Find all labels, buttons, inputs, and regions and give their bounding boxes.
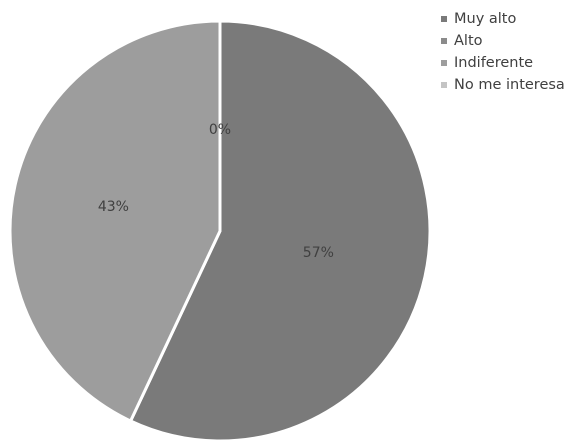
legend-item-muy-alto: Muy alto (441, 8, 565, 30)
legend-label: Muy alto (454, 11, 517, 27)
legend-label: Alto (454, 33, 483, 49)
legend-item-no-me-interesa: No me interesa (441, 74, 565, 96)
legend-item-alto: Alto (441, 30, 565, 52)
legend-swatch (441, 82, 447, 88)
legend-swatch (441, 38, 447, 44)
pie-slice-muy-alto (129, 19, 432, 441)
legend-label: No me interesa (454, 77, 565, 93)
legend-swatch (441, 60, 447, 66)
legend-swatch (441, 16, 447, 22)
data-label-indiferente: 43% (98, 199, 129, 215)
legend-label: Indiferente (454, 55, 534, 71)
data-label-alto: 0% (209, 122, 231, 138)
data-label-muy-alto: 57% (303, 245, 334, 261)
pie-slice-indiferente (8, 19, 222, 423)
legend-item-indiferente: Indiferente (441, 52, 565, 74)
legend: Muy alto Alto Indiferente No me interesa (441, 8, 565, 96)
